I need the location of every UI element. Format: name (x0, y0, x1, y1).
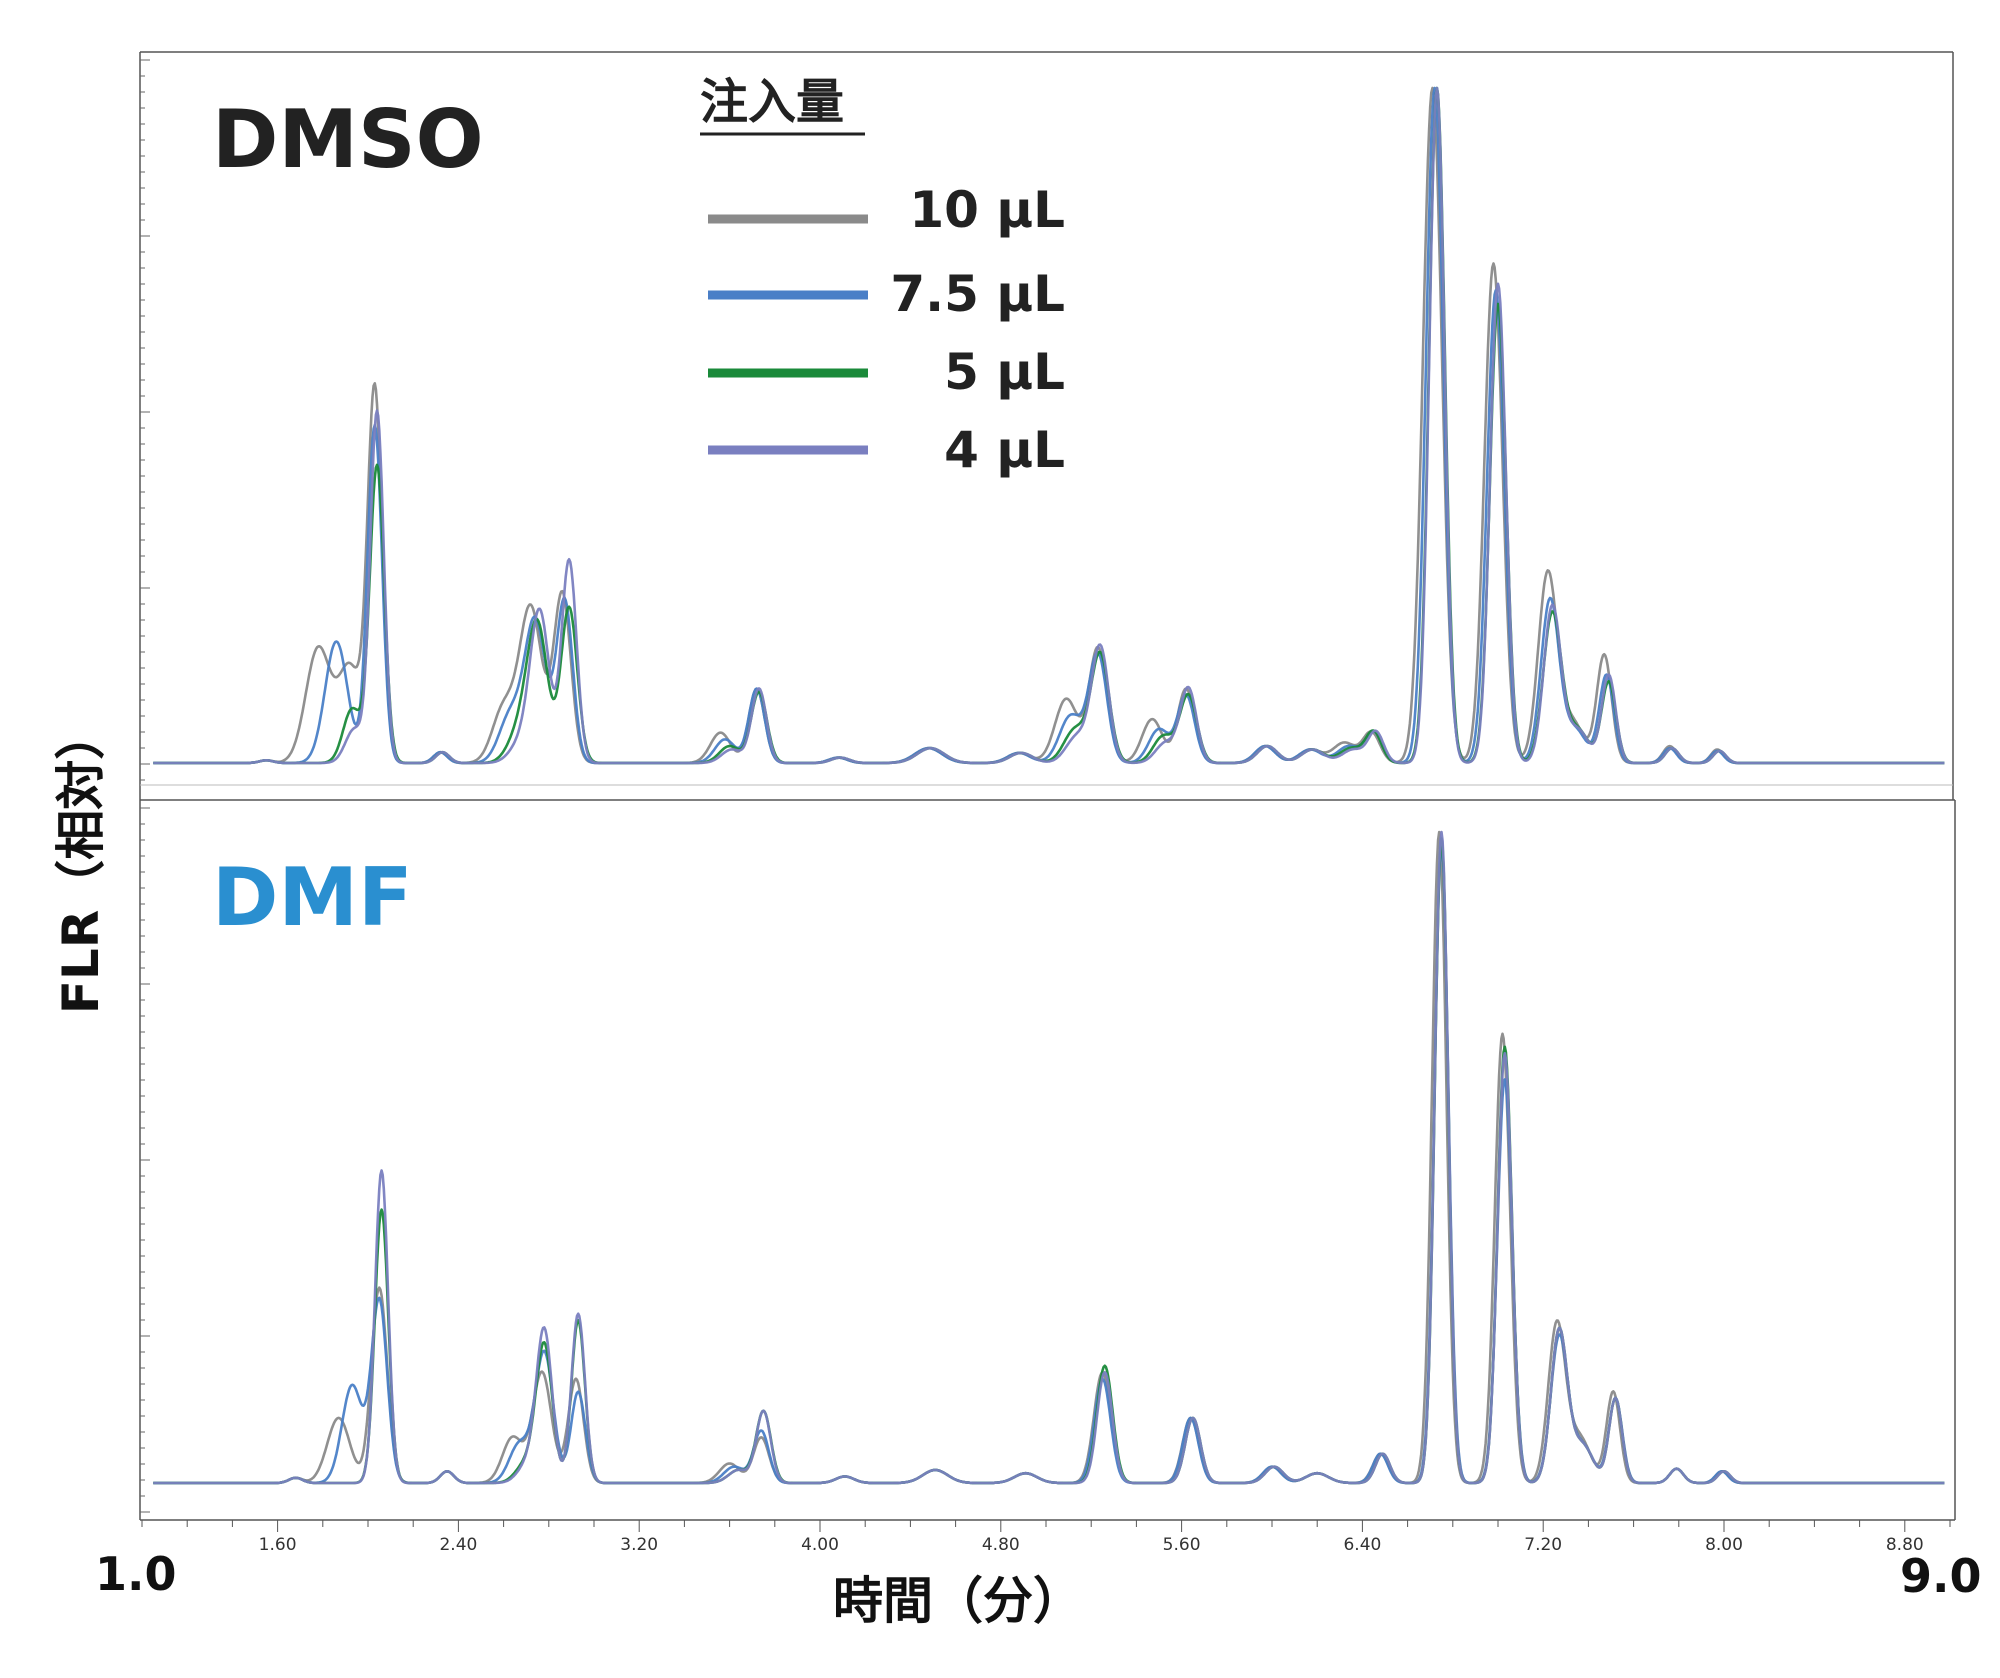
x-axis-title: 時間（分） (833, 1572, 1083, 1630)
x-tick-label: 3.20 (620, 1535, 658, 1555)
x-tick-label: 8.00 (1705, 1535, 1743, 1555)
panel-top-frame (139, 51, 1954, 800)
x-axis-start-label: 1.0 (95, 1547, 177, 1601)
panel-label-dmso: DMSO (212, 93, 484, 186)
panel-label-dmf: DMF (212, 851, 413, 944)
x-tick-label: 5.60 (1163, 1535, 1201, 1555)
y-axis-ticks (140, 59, 150, 1513)
trace-dmso-4-l (153, 86, 1945, 765)
legend-label-4ul: 4 µL (944, 421, 1065, 479)
trace-dmf-4-l (153, 830, 1945, 1485)
panel-dmso-traces (153, 86, 1945, 765)
y-axis-title: FLR（相対） (52, 710, 110, 1015)
panel-dmf-traces (153, 830, 1945, 1485)
x-tick-label: 4.80 (982, 1535, 1020, 1555)
x-axis-end-label: 9.0 (1900, 1549, 1982, 1603)
legend-title: 注入量 (700, 74, 844, 130)
legend: 注入量 10 µL 7.5 µL 5 µL 4 µL (700, 74, 1065, 479)
legend-label-10ul: 10 µL (909, 181, 1065, 239)
legend-label-5ul: 5 µL (944, 343, 1065, 401)
x-tick-label: 4.00 (801, 1535, 839, 1555)
legend-label-7-5ul: 7.5 µL (890, 265, 1065, 323)
x-tick-label: 7.20 (1524, 1535, 1562, 1555)
x-tick-label: 1.60 (259, 1535, 297, 1555)
x-axis-ticks: 1.60 2.40 3.20 4.00 4.80 5.60 6.40 7.20 8.00 8.80 (141, 1520, 1951, 1555)
x-tick-label: 2.40 (439, 1535, 477, 1555)
x-tick-label: 8.80 (1886, 1535, 1924, 1555)
x-tick-label: 6.40 (1343, 1535, 1381, 1555)
